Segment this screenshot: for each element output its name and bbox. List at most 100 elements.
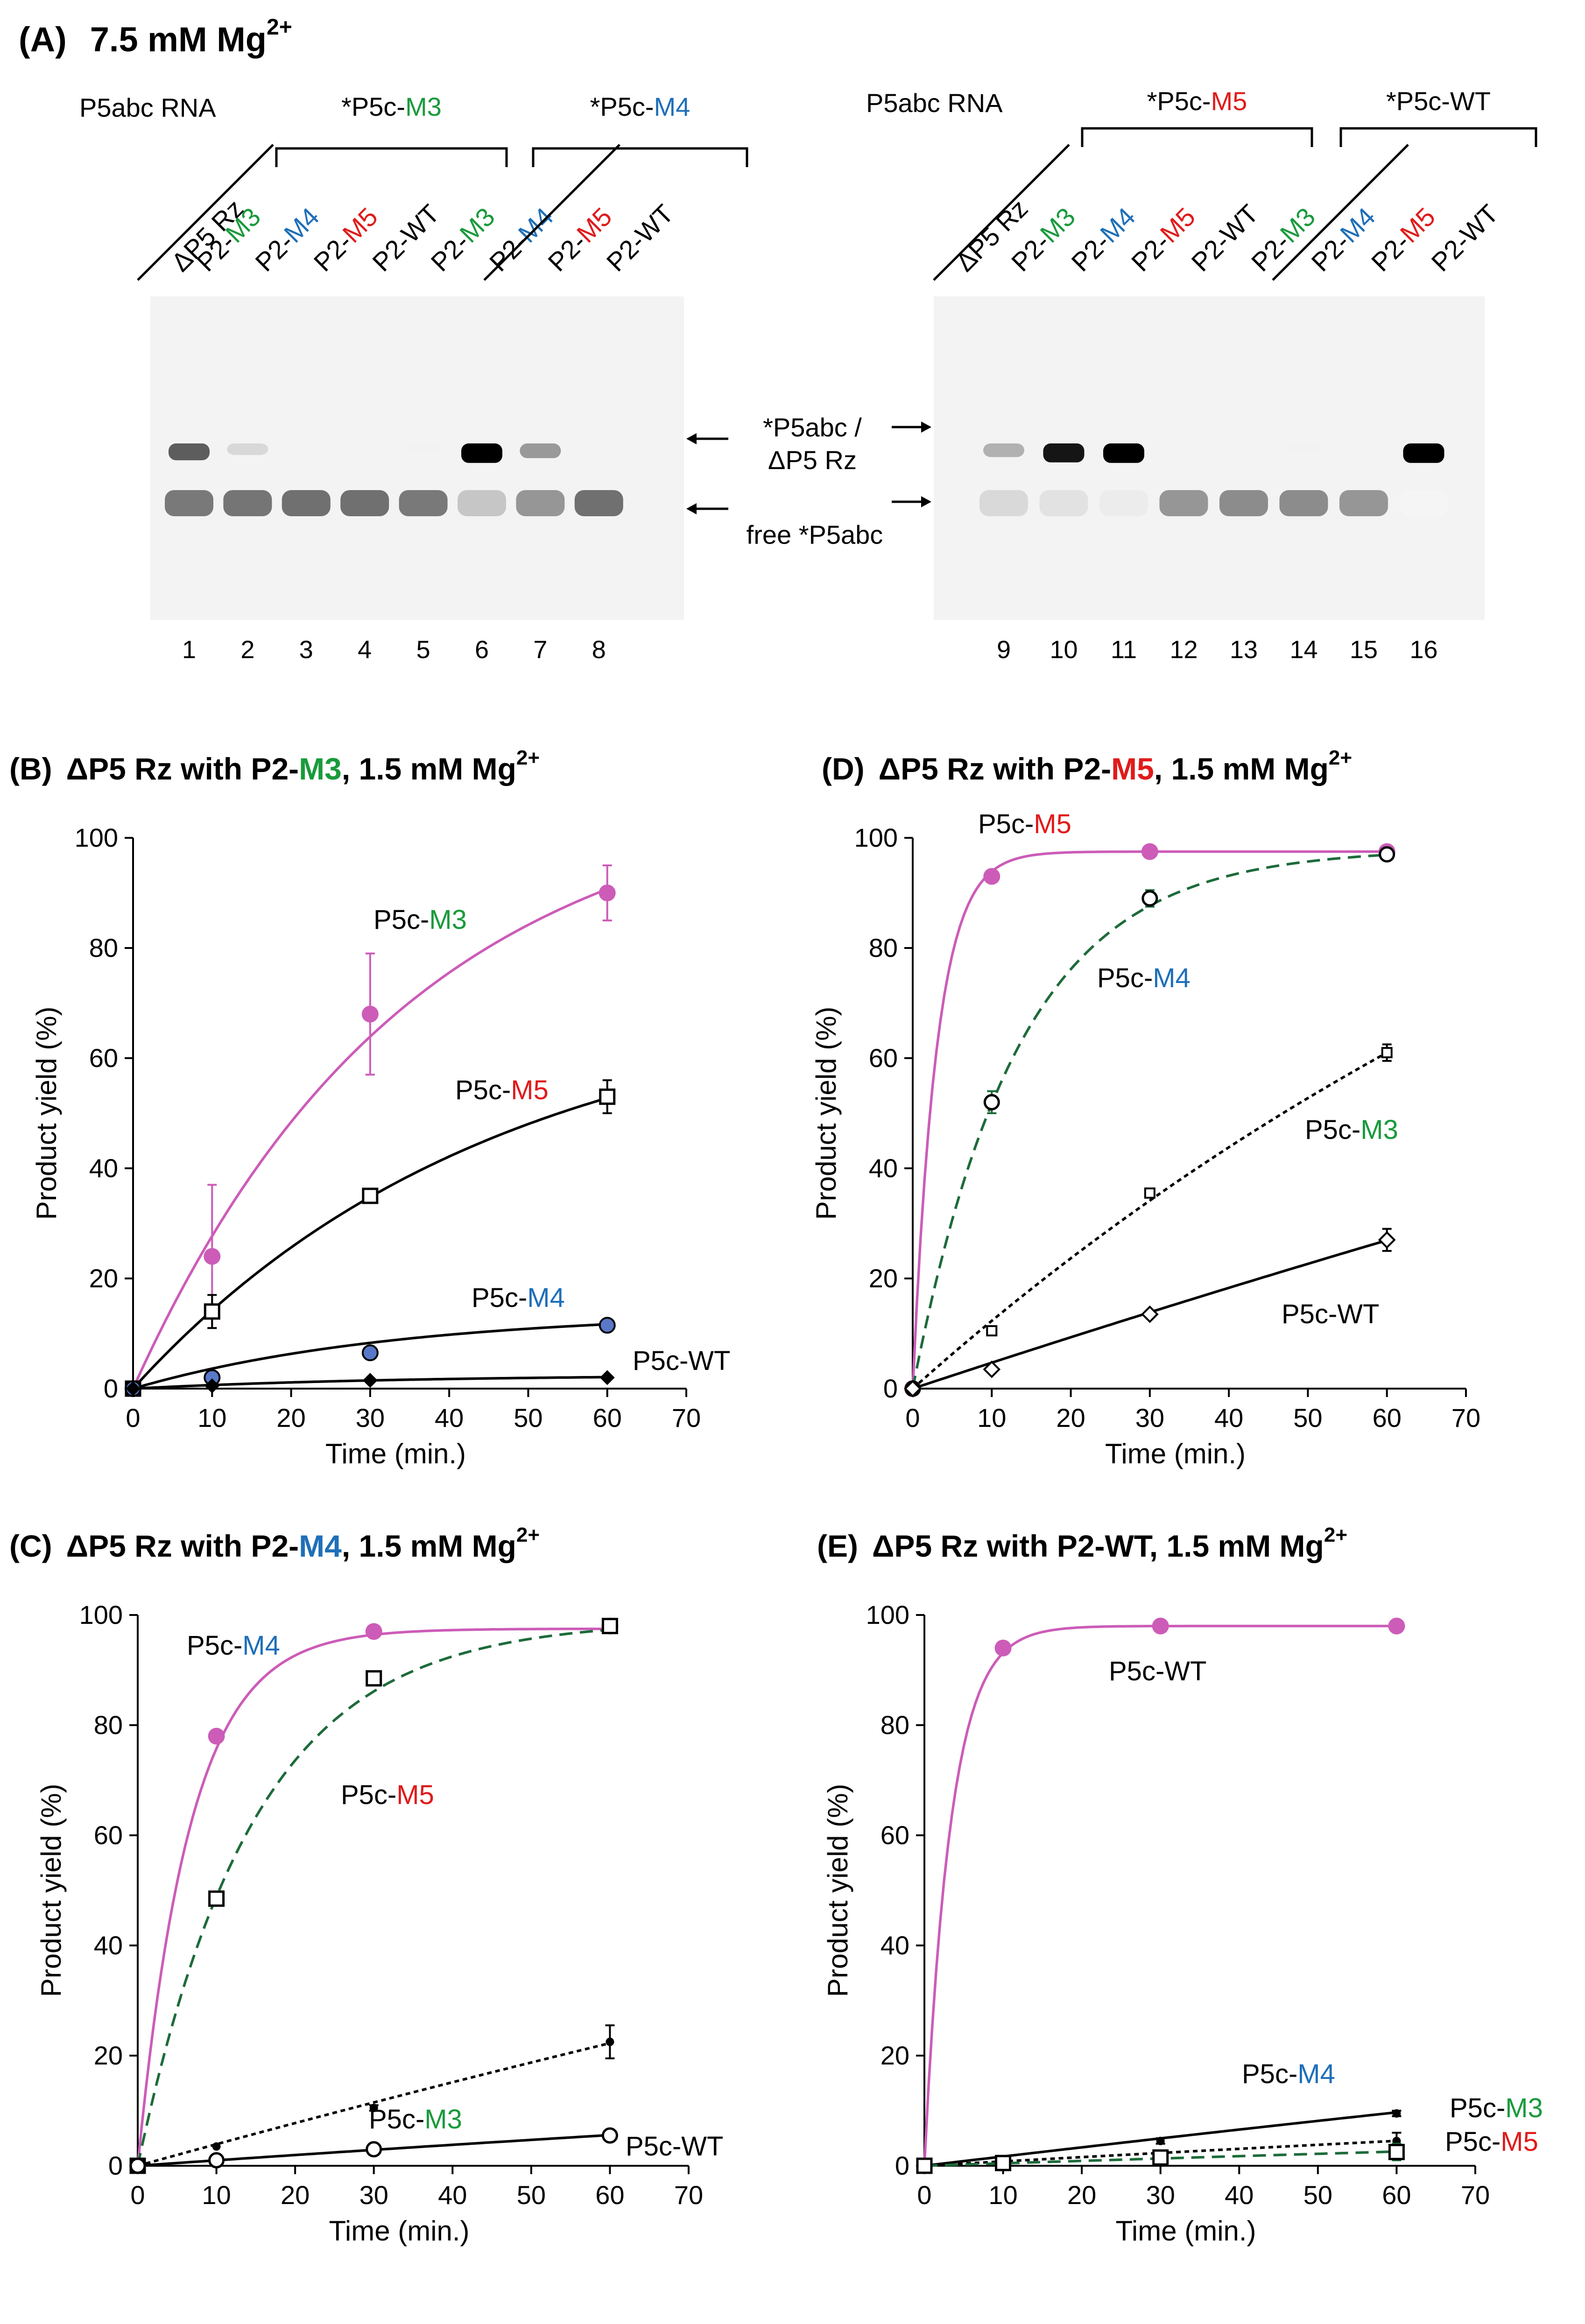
x-tick-label: 40	[438, 2180, 467, 2210]
complex-band	[1043, 443, 1085, 463]
y-tick-label: 60	[89, 1043, 118, 1073]
free-band	[1399, 490, 1448, 516]
data-point	[362, 1373, 378, 1388]
lane-header: P2-M4	[1305, 202, 1381, 277]
y-tick-label: 0	[895, 2151, 909, 2180]
lane-number: 16	[1409, 636, 1437, 664]
gel-image-1	[150, 296, 684, 620]
x-tick-label: 50	[1293, 1403, 1322, 1432]
text-segment: (D)	[822, 751, 865, 786]
text-segment: (E)	[817, 1529, 858, 1563]
text-segment: P5c-	[472, 1283, 527, 1313]
free-band	[458, 490, 506, 516]
text-segment: M3	[405, 92, 442, 121]
y-tick-label: 40	[869, 1153, 898, 1183]
x-tick-label: 20	[1067, 2180, 1096, 2210]
text-segment: M5	[396, 1780, 434, 1810]
complex-band	[461, 443, 502, 463]
series-line-m3	[912, 1051, 1388, 1390]
data-point	[204, 1303, 220, 1320]
x-tick-label: 70	[672, 1403, 701, 1432]
x-tick-label: 0	[126, 1403, 140, 1432]
text-segment: P5c-	[633, 1346, 688, 1376]
data-point	[599, 1317, 616, 1334]
free-band	[340, 490, 389, 516]
data-point	[1381, 1047, 1393, 1059]
complex-band	[227, 443, 268, 455]
y-axis-label: Product yield (%)	[31, 1007, 62, 1220]
lane-number: 5	[416, 636, 430, 664]
data-point	[904, 1380, 922, 1397]
lane-header: P2-WT	[1425, 199, 1504, 277]
lane-header: P2-M4	[1065, 202, 1141, 277]
free-band	[1279, 490, 1328, 516]
data-point	[1152, 2149, 1169, 2166]
text-segment: , 1.5 mM Mg	[342, 751, 516, 786]
series-line-m3	[137, 2042, 611, 2167]
text-segment: M3	[429, 905, 467, 935]
y-tick-label: 100	[75, 823, 118, 852]
text-segment: 2+	[1324, 1524, 1347, 1546]
series-label: P5c-M4	[187, 1630, 280, 1661]
text-segment: P5c-	[1282, 1299, 1337, 1329]
data-point	[129, 2157, 146, 2174]
y-axis-label: Product yield (%)	[822, 1784, 853, 1997]
complex-band	[1403, 443, 1444, 463]
chart-title: (D) ΔP5 Rz with P2-M5, 1.5 mM Mg2+	[822, 746, 1352, 786]
complex-band	[983, 443, 1024, 457]
y-tick-label: 60	[869, 1043, 898, 1073]
series-label: P5c-M3	[373, 905, 467, 935]
lane-number: 8	[592, 636, 606, 664]
x-tick-label: 10	[197, 1403, 226, 1432]
chart-title: (B) ΔP5 Rz with P2-M3, 1.5 mM Mg2+	[9, 746, 540, 786]
lane-header: P2-WT	[601, 199, 679, 277]
y-tick-label: 40	[89, 1153, 118, 1183]
text-segment: P5c-	[1242, 2059, 1297, 2089]
series-label: P5c-M3	[1450, 2093, 1543, 2123]
y-tick-label: 40	[94, 1931, 123, 1960]
y-tick-label: 100	[79, 1600, 123, 1629]
lane-header: P2-M5	[1126, 202, 1201, 277]
y-tick-label: 20	[869, 1264, 898, 1293]
series-line-m4	[133, 1323, 607, 1390]
free-band	[1159, 490, 1208, 516]
text-segment: , 1.5 mM Mg	[342, 1529, 516, 1563]
free-band	[1339, 490, 1388, 516]
series-line-m5	[136, 1628, 610, 2166]
text-segment: P5c-	[978, 809, 1034, 839]
group-label: *P5c-WT	[1386, 86, 1491, 116]
text-segment: (C)	[9, 1529, 52, 1563]
complex-band	[1283, 443, 1324, 453]
series-label: P5c-M4	[472, 1283, 565, 1313]
arrow-head	[686, 433, 697, 444]
text-segment: P5c-	[1305, 1115, 1360, 1145]
x-tick-label: 60	[595, 2180, 624, 2210]
text-segment: ΔP5 Rz with P2-	[66, 751, 299, 786]
arrow-head	[921, 421, 931, 433]
series-label: P5c-M5	[455, 1075, 549, 1105]
lane-header: P2-M4	[249, 202, 324, 277]
text-segment: WT	[1450, 86, 1491, 116]
chart-e: (E) ΔP5 Rz with P2-WT, 1.5 mM Mg2+ 0 10 20 30…	[817, 1524, 1543, 2247]
x-tick-label: 10	[988, 2180, 1017, 2210]
text-segment: P5c-	[1109, 1656, 1164, 1686]
lane-number: 2	[240, 636, 254, 664]
chart-b: (B) ΔP5 Rz with P2-M3, 1.5 mM Mg2+0 10 20 30…	[9, 746, 730, 1469]
lane-number: 7	[533, 636, 547, 664]
x-tick-label: 40	[1214, 1403, 1243, 1432]
x-axis-label: Time (min.)	[1115, 2215, 1256, 2247]
arrow-head	[921, 496, 931, 507]
x-tick-label: 70	[1461, 2180, 1490, 2210]
y-axis-label: Product yield (%)	[35, 1784, 67, 1997]
chart-title: (C) ΔP5 Rz with P2-M4, 1.5 mM Mg2+	[9, 1524, 540, 1563]
text-segment: P5c-	[1450, 2093, 1505, 2123]
series-label: P5c-M3	[369, 2104, 462, 2134]
free-band	[399, 490, 448, 516]
text-segment: M5	[1111, 751, 1154, 786]
text-segment: ΔP5 Rz with P2-	[66, 1529, 299, 1563]
data-point	[986, 1325, 998, 1337]
group-bracket	[532, 147, 748, 167]
data-point	[599, 885, 616, 901]
data-point	[365, 1623, 382, 1640]
x-tick-label: 40	[1225, 2180, 1254, 2210]
